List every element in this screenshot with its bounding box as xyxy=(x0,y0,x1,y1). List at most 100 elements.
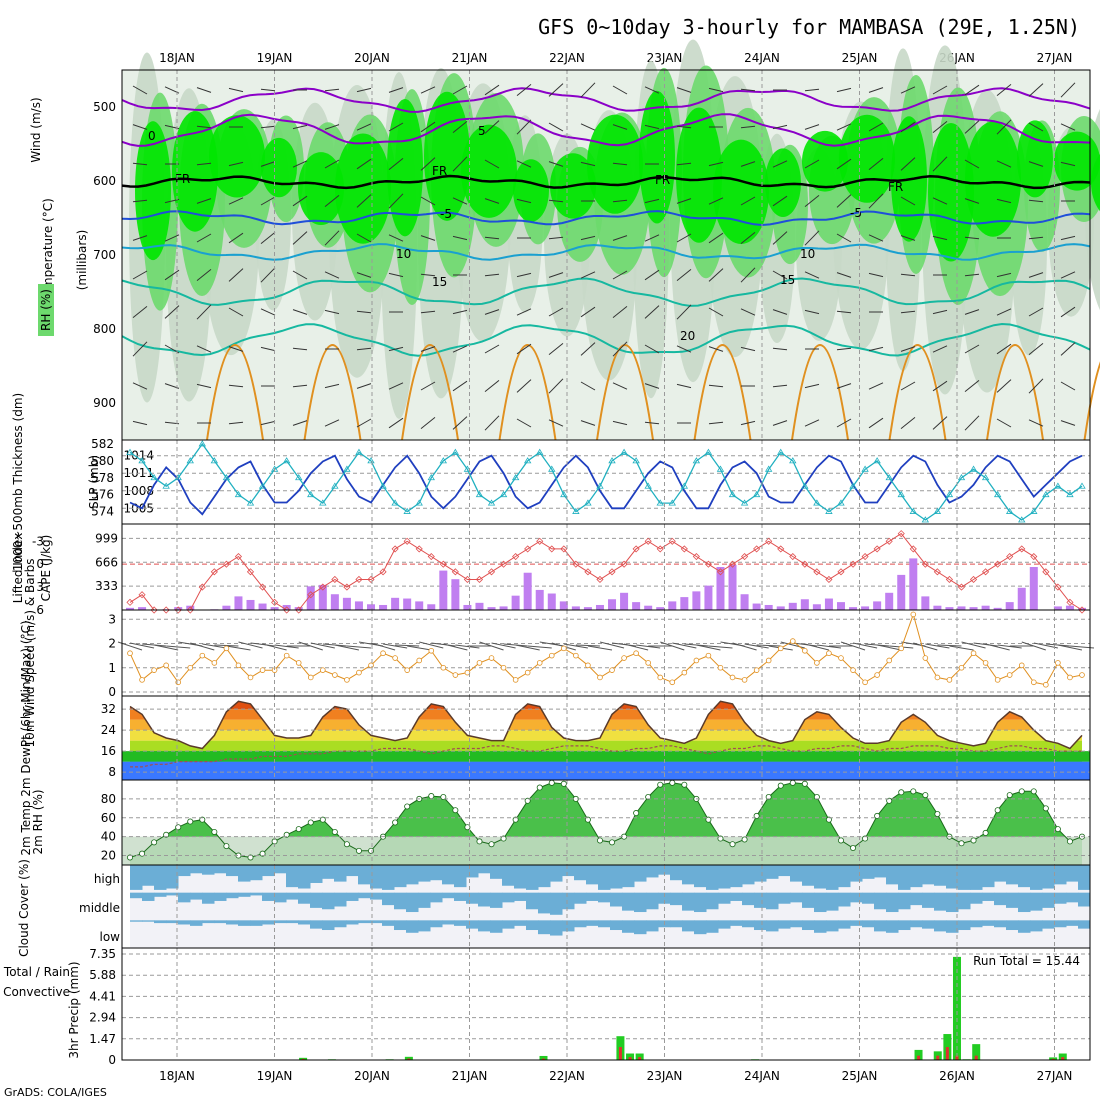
wind-barb xyxy=(660,641,685,651)
cloud-bar xyxy=(1030,865,1043,890)
cloud-bar xyxy=(478,920,491,932)
thickness-marker xyxy=(1054,482,1062,489)
li-marker xyxy=(331,575,339,584)
cloud-bar xyxy=(970,865,983,890)
precip-total-bar xyxy=(1058,1053,1067,1060)
rh-marker xyxy=(368,847,375,854)
cloud-bar xyxy=(946,865,959,889)
precip-tick: 2.94 xyxy=(89,1011,116,1025)
wind-barb xyxy=(932,416,948,430)
cape-bar xyxy=(836,602,845,610)
cloud-bar xyxy=(994,892,1007,906)
wind-barb xyxy=(868,382,884,390)
cloud-bar xyxy=(766,892,779,910)
cape-bar xyxy=(644,605,653,610)
cloud-bar xyxy=(718,892,731,904)
wind-barb xyxy=(420,310,436,314)
cape-bar xyxy=(885,592,894,610)
wind-barb xyxy=(383,643,408,649)
precip-conv-bar xyxy=(945,1047,949,1060)
thickness-marker xyxy=(439,457,448,464)
thickness-marker xyxy=(584,499,592,506)
rh-marker xyxy=(886,797,893,804)
rh-marker xyxy=(163,831,170,838)
rh-contour-blob xyxy=(209,115,265,198)
cloud-bar xyxy=(238,865,251,882)
wind-barb xyxy=(274,644,299,649)
wind-barb xyxy=(202,643,227,649)
cloud-bar xyxy=(190,865,203,874)
wind-tick: 0 xyxy=(108,685,116,699)
cape-bar xyxy=(1065,605,1074,610)
wind-barb xyxy=(644,421,660,425)
wind-barb xyxy=(1060,420,1076,426)
li-marker xyxy=(307,591,315,599)
cloud-bar xyxy=(754,920,767,931)
panel1-ylabel: Temperature (°C) xyxy=(41,198,55,303)
precip-conv-bar xyxy=(638,1057,642,1060)
cloud-bar xyxy=(934,865,947,886)
cloud-bar xyxy=(562,892,575,910)
cape-bar xyxy=(861,606,870,610)
cloud-bar xyxy=(1042,920,1055,929)
li-marker xyxy=(500,560,508,568)
wind-barb xyxy=(772,160,788,168)
wind-barb xyxy=(196,383,212,389)
rh-marker xyxy=(512,816,519,823)
li-marker xyxy=(632,545,640,553)
wind-barb xyxy=(644,305,660,319)
wind-barb xyxy=(356,194,372,208)
cape-bar xyxy=(656,607,665,610)
cape-bar xyxy=(969,607,978,610)
wind-barb xyxy=(563,643,588,649)
cloud-bar xyxy=(130,920,143,922)
thickness-marker xyxy=(957,474,966,481)
rh-marker xyxy=(428,793,435,800)
wind-barb xyxy=(196,87,212,93)
thickness-marker xyxy=(403,507,411,514)
isotherm-line xyxy=(121,113,1091,147)
rh-marker xyxy=(669,779,676,786)
wind-barb xyxy=(868,272,884,278)
wind-barb xyxy=(420,346,436,352)
rh-marker xyxy=(355,847,362,854)
rh-marker xyxy=(259,850,266,857)
li-marker xyxy=(463,575,471,584)
cape-bar xyxy=(583,607,592,610)
li-marker xyxy=(355,575,363,584)
rh-marker xyxy=(211,828,218,835)
cloud-bar xyxy=(850,892,863,903)
rh-marker xyxy=(994,807,1001,814)
cloud-bar xyxy=(430,892,443,903)
cape-bar xyxy=(740,594,749,610)
wind-barb xyxy=(804,383,820,389)
cloud-bar xyxy=(922,892,935,908)
li-marker xyxy=(945,575,954,584)
thickness-marker xyxy=(608,457,616,464)
precip-conv-bar xyxy=(955,1055,959,1060)
wind-barb xyxy=(868,158,884,170)
cloud-bar xyxy=(346,865,359,877)
wind-barb xyxy=(804,159,820,169)
wind-barb xyxy=(804,230,820,246)
top-date-tick: 22JAN xyxy=(549,51,585,65)
rh-marker xyxy=(874,812,881,819)
thickness-marker xyxy=(451,448,460,455)
rh-marker xyxy=(789,779,796,786)
cloud-bar xyxy=(982,892,995,901)
thickness-marker xyxy=(704,448,713,455)
wind-marker xyxy=(862,679,868,686)
cloud-bar xyxy=(574,892,587,904)
cape-bar xyxy=(391,597,400,610)
warm-isotherm-arch xyxy=(498,344,557,441)
wind-marker xyxy=(681,669,688,676)
wind-barb xyxy=(868,346,884,352)
warm-isotherm-arch xyxy=(791,344,849,441)
cloud-bar xyxy=(790,920,803,928)
wind-barb xyxy=(964,236,980,240)
thickness-marker xyxy=(355,448,363,455)
cape-bar xyxy=(812,604,821,610)
cloud-bar xyxy=(862,920,875,928)
cape-bar xyxy=(294,607,303,610)
wind-barb xyxy=(996,119,1012,135)
